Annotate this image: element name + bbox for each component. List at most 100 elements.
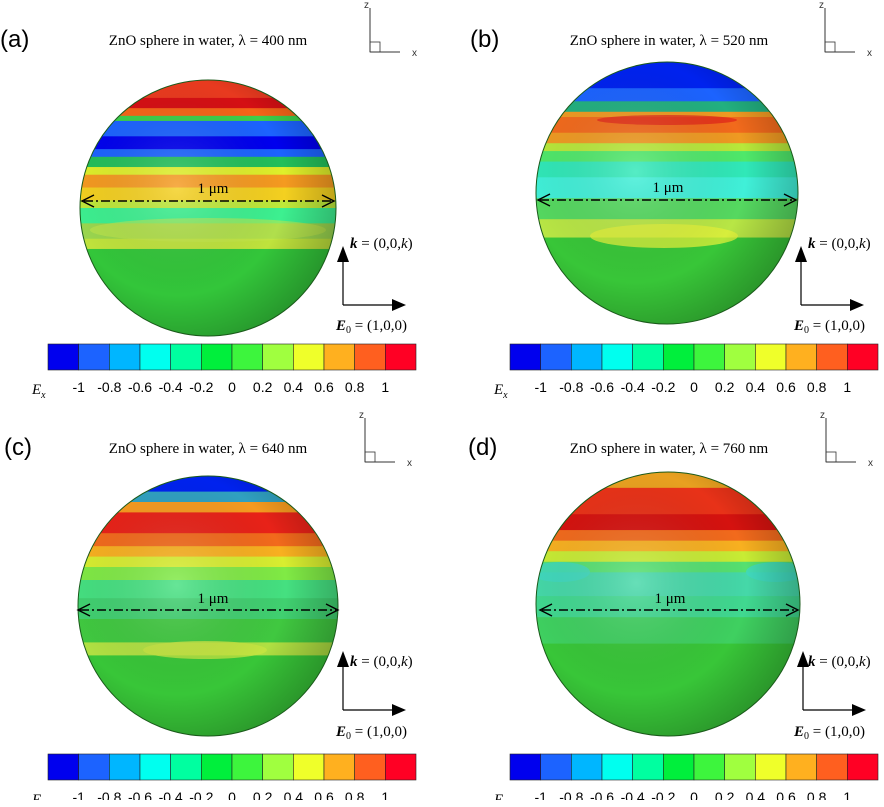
colorbar-cell bbox=[571, 343, 603, 371]
colorbar-tick-label: 1 bbox=[381, 379, 389, 395]
x-axis-label: x bbox=[412, 48, 417, 59]
axis-triad: z x bbox=[819, 0, 872, 59]
e-vector-label: E0 = (1,0,0) bbox=[793, 724, 865, 742]
propagation-arrows: k = (0,0,k) E0 = (1,0,0) bbox=[793, 236, 871, 336]
colorbar-cell bbox=[693, 753, 725, 781]
axis-triad: z x bbox=[359, 410, 412, 469]
panel-c: (c) ZnO sphere in water, λ = 640 nm z x bbox=[0, 400, 442, 800]
colorbar-cell bbox=[724, 753, 756, 781]
colorbar-cell bbox=[571, 753, 603, 781]
colorbar-tick-label: 0.4 bbox=[746, 789, 766, 800]
colorbar-cell bbox=[663, 753, 695, 781]
sphere-outline bbox=[77, 475, 339, 737]
panel-title: ZnO sphere in water, λ = 760 nm bbox=[570, 441, 769, 457]
colorbar-cell bbox=[847, 343, 879, 371]
colorbar-cell bbox=[755, 343, 787, 371]
colorbar-tick-label: -1 bbox=[72, 789, 85, 800]
e-vector-label: E0 = (1,0,0) bbox=[335, 724, 407, 742]
colorbar-cell bbox=[509, 753, 541, 781]
colorbar-cell bbox=[47, 753, 79, 781]
x-axis-label: x bbox=[407, 458, 412, 469]
scale-label: 1 μm bbox=[653, 180, 684, 196]
colorbar-cell bbox=[354, 753, 386, 781]
scale-bar: 1 μm bbox=[76, 591, 340, 617]
colorbar-tick-label: 0.2 bbox=[715, 379, 735, 395]
colorbar-cell bbox=[323, 753, 355, 781]
colorbar-tick-label: 0.8 bbox=[807, 379, 827, 395]
colorbar: Ex -1 -0.8 -0.6 -0.4 -0.2 0 0.2 0.4 0.6 0.8 1 bbox=[31, 753, 417, 800]
colorbar-cell bbox=[601, 343, 633, 371]
colorbar-tick-label: -0.6 bbox=[590, 789, 614, 800]
e-vector-label: E0 = (1,0,0) bbox=[793, 318, 865, 336]
colorbar-label: Ex bbox=[31, 382, 46, 400]
colorbar-cell bbox=[109, 343, 141, 371]
colorbar-cell bbox=[293, 753, 325, 781]
colorbar-tick-label: -0.4 bbox=[159, 789, 183, 800]
sphere-outline bbox=[535, 61, 799, 325]
colorbar-label: Ex bbox=[493, 792, 508, 800]
panel-letter: (d) bbox=[468, 434, 497, 461]
panel-b: (b) ZnO sphere in water, λ = 520 nm z x bbox=[442, 0, 884, 400]
axis-triad: z x bbox=[820, 410, 873, 469]
colorbar-tick-label: -0.4 bbox=[621, 789, 645, 800]
colorbar-cell bbox=[816, 753, 848, 781]
colorbar-tick-label: 0.4 bbox=[746, 379, 766, 395]
sphere-outline bbox=[79, 79, 337, 337]
z-axis-label: z bbox=[819, 0, 824, 11]
colorbar-cell bbox=[231, 343, 263, 371]
colorbar-cell bbox=[509, 343, 541, 371]
colorbar-tick-label: -0.6 bbox=[590, 379, 614, 395]
colorbar-cell bbox=[755, 753, 787, 781]
colorbar: Ex -1 -0.8 -0.6 -0.4 -0.2 0 0.2 0.4 0.6 0.8 1 bbox=[493, 753, 879, 800]
colorbar-tick-label: 1 bbox=[843, 789, 851, 800]
panel-title: ZnO sphere in water, λ = 640 nm bbox=[109, 441, 308, 457]
z-axis-label: z bbox=[820, 410, 825, 421]
e-arrow-head bbox=[392, 299, 406, 311]
k-vector-label: k = (0,0,k) bbox=[808, 236, 871, 252]
colorbar-tick-label: -0.2 bbox=[651, 789, 675, 800]
panel-b-figure: (b) ZnO sphere in water, λ = 520 nm z x bbox=[470, 0, 879, 400]
propagation-arrows: k = (0,0,k) E0 = (1,0,0) bbox=[335, 651, 413, 742]
colorbar-tick-label: -1 bbox=[534, 789, 547, 800]
colorbar-cell bbox=[78, 343, 110, 371]
colorbar: Ex -1 -0.8 -0.6 -0.4 -0.2 0 0.2 0.4 0.6 0.8 1 bbox=[493, 343, 879, 400]
colorbar-cell bbox=[816, 343, 848, 371]
k-vector-label: k = (0,0,k) bbox=[350, 236, 413, 252]
colorbar-tick-label: -0.2 bbox=[189, 379, 213, 395]
panel-letter: (b) bbox=[470, 26, 499, 53]
colorbar-tick-label: 1 bbox=[843, 379, 851, 395]
colorbar-tick-label: 0.8 bbox=[345, 789, 365, 800]
colorbar-cell bbox=[323, 343, 355, 371]
colorbar-tick-label: -1 bbox=[534, 379, 547, 395]
colorbar-cell bbox=[170, 753, 202, 781]
field-sphere bbox=[80, 80, 336, 336]
colorbar-tick-label: 0.6 bbox=[314, 379, 334, 395]
panel-letter: (a) bbox=[0, 26, 29, 53]
colorbar-cell bbox=[109, 753, 141, 781]
panel-a-figure: (a) ZnO sphere in water, λ = 400 nm z x bbox=[0, 0, 417, 400]
scale-bar: 1 μm bbox=[536, 180, 798, 207]
colorbar-cell bbox=[262, 343, 294, 371]
colorbar-tick-label: -0.4 bbox=[159, 379, 183, 395]
panel-d: (d) ZnO sphere in water, λ = 760 nm z x bbox=[442, 400, 884, 800]
scale-label: 1 μm bbox=[198, 181, 229, 197]
colorbar-tick-label: -0.8 bbox=[559, 379, 583, 395]
colorbar-tick-label: 0.2 bbox=[253, 379, 273, 395]
colorbar-tick-label: 0 bbox=[228, 789, 236, 800]
scale-bar: 1 μm bbox=[538, 591, 800, 617]
colorbar-cell bbox=[47, 343, 79, 371]
colorbar-cell bbox=[293, 343, 325, 371]
colorbar-tick-label: 0.6 bbox=[776, 789, 796, 800]
colorbar-label: Ex bbox=[493, 382, 508, 400]
colorbar-cell bbox=[170, 343, 202, 371]
colorbar-tick-label: 0 bbox=[228, 379, 236, 395]
colorbar-label: Ex bbox=[31, 792, 46, 800]
colorbar-tick-label: -0.2 bbox=[189, 789, 213, 800]
axis-corner bbox=[369, 41, 381, 53]
field-sphere bbox=[536, 62, 798, 324]
scale-label: 1 μm bbox=[655, 591, 686, 607]
k-vector-label: k = (0,0,k) bbox=[350, 654, 413, 670]
colorbar-tick-label: -0.4 bbox=[621, 379, 645, 395]
colorbar-tick-label: 0.2 bbox=[253, 789, 273, 800]
panel-a: (a) ZnO sphere in water, λ = 400 nm z x bbox=[0, 0, 442, 400]
